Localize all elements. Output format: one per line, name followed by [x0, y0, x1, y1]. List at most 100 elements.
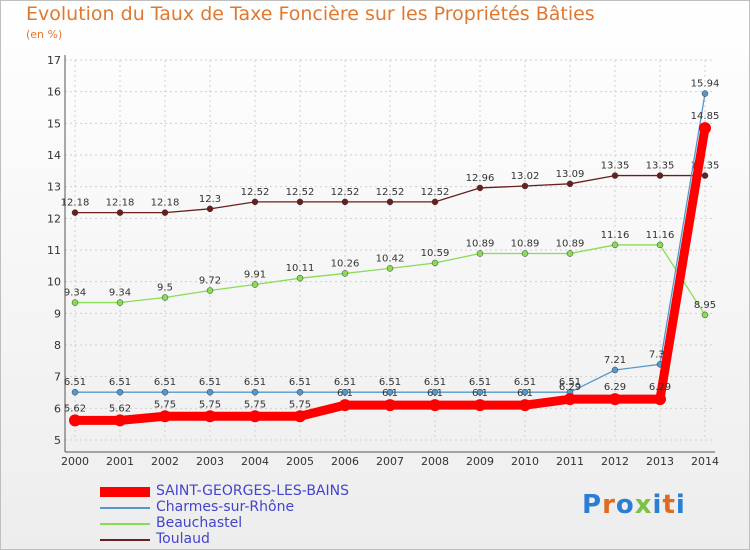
x-tick-label: 2008	[421, 455, 449, 468]
data-label: 10.59	[421, 248, 450, 259]
data-label: 13.35	[691, 161, 720, 172]
data-point	[701, 90, 709, 97]
data-point	[386, 265, 394, 272]
data-label: 12.52	[376, 187, 405, 198]
data-point	[341, 270, 349, 277]
data-point	[429, 399, 441, 412]
data-point	[296, 198, 304, 206]
data-label: 12.3	[199, 194, 221, 205]
data-label: 6.1	[337, 388, 353, 399]
data-label: 13.02	[511, 171, 540, 182]
data-point	[701, 311, 709, 319]
x-tick-label: 2009	[466, 455, 494, 468]
data-point	[519, 399, 531, 412]
legend-swatch	[100, 487, 150, 497]
data-label: 6.51	[64, 377, 86, 388]
data-label: 6.1	[472, 388, 488, 399]
data-point	[296, 274, 304, 282]
data-label: 11.16	[646, 230, 675, 241]
data-label: 6.51	[199, 377, 221, 388]
y-tick-label: 8	[54, 339, 61, 352]
data-point	[251, 388, 259, 396]
data-label: 6.51	[244, 377, 266, 388]
data-label: 10.89	[511, 238, 540, 249]
x-tick-label: 2003	[196, 455, 224, 468]
data-point	[521, 250, 529, 257]
x-tick-label: 2012	[601, 455, 629, 468]
data-label: 6.51	[559, 377, 581, 388]
y-tick-label: 5	[54, 434, 61, 447]
data-label: 6.29	[649, 382, 671, 393]
data-point	[116, 299, 124, 306]
x-tick-label: 2001	[106, 455, 134, 468]
y-tick-label: 10	[47, 276, 61, 289]
legend-swatch	[100, 507, 150, 509]
data-point	[654, 393, 666, 406]
data-label: 10.42	[376, 253, 405, 264]
x-tick-label: 2000	[61, 455, 89, 468]
data-label: 13.35	[646, 161, 675, 172]
y-tick-label: 7	[54, 371, 61, 384]
chart-title: Evolution du Taux de Taxe Foncière sur l…	[26, 3, 595, 25]
data-label: 12.52	[331, 187, 360, 198]
data-label: 12.52	[286, 187, 315, 198]
data-point	[431, 388, 439, 396]
data-label: 12.52	[421, 187, 450, 198]
data-point	[251, 198, 259, 206]
data-label: 13.35	[601, 161, 630, 172]
data-label: 5.75	[244, 399, 266, 410]
data-label: 6.51	[154, 377, 176, 388]
y-tick-label: 16	[47, 86, 61, 99]
legend-label: Beauchastel	[156, 515, 243, 531]
data-point	[476, 250, 484, 257]
data-label: 6.51	[379, 377, 401, 388]
data-point	[611, 241, 619, 249]
data-label: 6.51	[289, 377, 311, 388]
x-tick-label: 2006	[331, 455, 359, 468]
data-point	[341, 198, 349, 206]
x-tick-label: 2005	[286, 455, 314, 468]
y-tick-label: 9	[54, 307, 61, 320]
data-label: 6.1	[517, 388, 533, 399]
data-label: 9.34	[109, 288, 131, 299]
data-label: 9.5	[157, 283, 173, 294]
data-point	[566, 180, 574, 188]
data-label: 13.09	[556, 169, 585, 180]
y-tick-label: 17	[47, 54, 61, 67]
data-point	[476, 388, 484, 396]
data-point	[71, 388, 79, 396]
data-label: 14.85	[691, 111, 720, 122]
legend-swatch	[100, 523, 150, 525]
data-point	[114, 414, 126, 427]
data-point	[204, 410, 216, 423]
data-point	[431, 259, 439, 267]
data-label: 5.75	[199, 399, 221, 410]
data-label: 12.18	[106, 198, 135, 209]
data-point	[384, 399, 396, 412]
data-point	[431, 198, 439, 206]
line-chart: 5 6 7 8 9 10 11 12 13 14 15 16 17 2000 2001 2002 2003 200…	[47, 54, 720, 468]
data-point	[116, 388, 124, 396]
data-point	[656, 241, 664, 249]
data-label: 6.51	[334, 377, 356, 388]
data-label: 5.75	[289, 399, 311, 410]
data-point	[474, 399, 486, 412]
y-tick-label: 13	[47, 181, 61, 194]
data-label: 6.1	[382, 388, 398, 399]
data-point	[71, 209, 79, 216]
data-point	[609, 393, 621, 406]
legend-label: Toulaud	[156, 531, 210, 547]
data-point	[564, 393, 576, 406]
legend-label: SAINT-GEORGES-LES-BAINS	[156, 483, 349, 499]
data-point	[566, 250, 574, 257]
data-point	[161, 388, 169, 396]
unit-label: (en %)	[26, 28, 63, 41]
data-label: 10.11	[286, 263, 315, 274]
data-label: 7.21	[604, 355, 626, 366]
data-label: 9.72	[199, 276, 221, 287]
data-label: 12.18	[151, 198, 180, 209]
data-label: 5.75	[154, 399, 176, 410]
data-point	[206, 287, 214, 294]
data-label: 9.91	[244, 270, 266, 281]
data-point	[116, 209, 124, 216]
